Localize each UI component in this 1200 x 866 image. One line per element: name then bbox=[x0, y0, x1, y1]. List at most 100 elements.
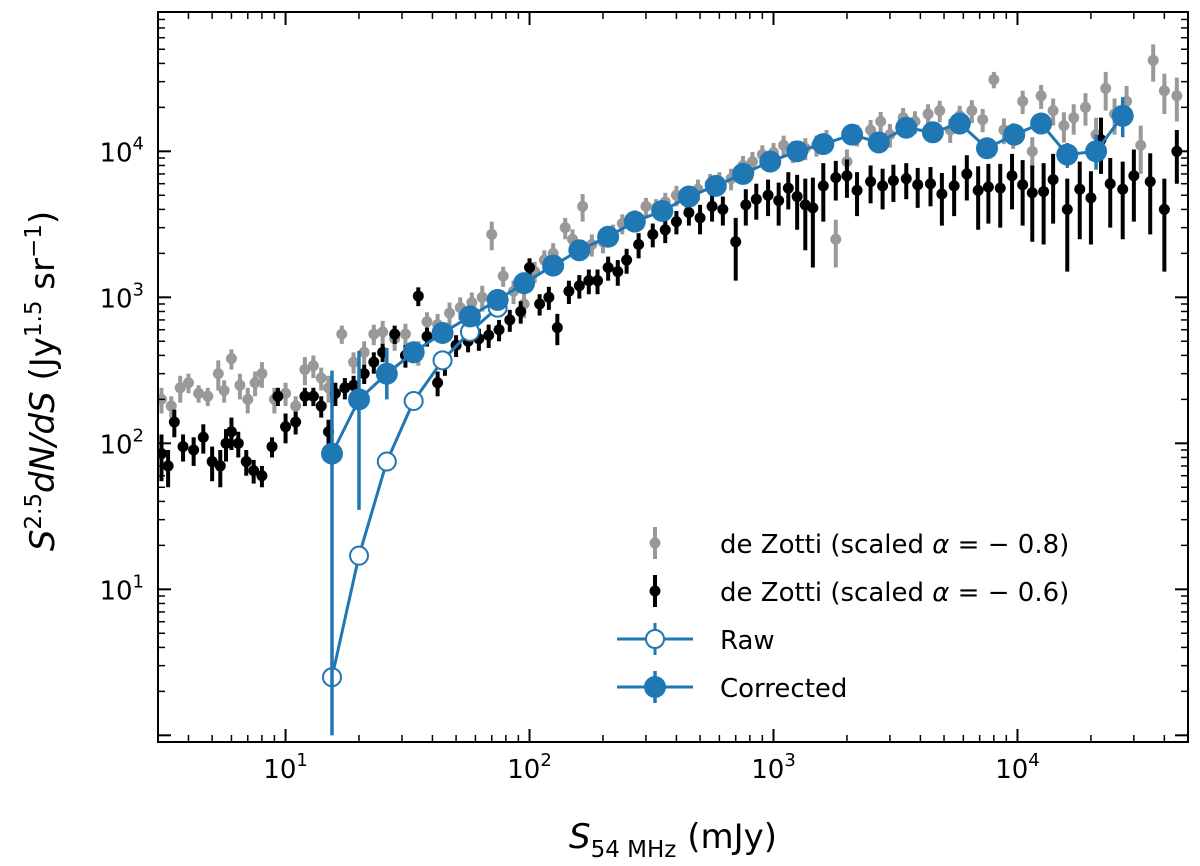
dezotti-06-point bbox=[1144, 176, 1156, 188]
dezotti-06-point bbox=[936, 188, 948, 200]
dezotti-06-point bbox=[1038, 186, 1050, 198]
dezotti-06-point bbox=[551, 322, 563, 334]
dezotti-08-point bbox=[1058, 120, 1070, 132]
raw-point bbox=[403, 390, 424, 411]
dezotti-08-point bbox=[348, 356, 360, 368]
dezotti-06-point bbox=[982, 181, 994, 193]
dezotti-06-point bbox=[515, 305, 527, 317]
corrected-point bbox=[321, 442, 344, 465]
dezotti-06-point bbox=[583, 275, 595, 287]
dezotti-06-point bbox=[348, 379, 360, 391]
x-axis-label: S54 MHz (mJy) bbox=[569, 817, 777, 863]
corrected-point bbox=[597, 225, 620, 248]
corrected-line bbox=[330, 114, 1124, 455]
dezotti-06-point bbox=[214, 460, 226, 472]
corrected-point bbox=[458, 305, 481, 328]
legend-entry-dezotti_06: de Zotti (scaled α = − 0.6) bbox=[649, 575, 1069, 608]
dezotti-06-point bbox=[807, 202, 819, 214]
dezotti-06-point bbox=[1117, 183, 1129, 195]
dezotti-06-point bbox=[421, 330, 433, 342]
dezotti-06-point bbox=[266, 441, 278, 453]
dezotti-06-point bbox=[432, 377, 444, 389]
legend-entry-raw: Raw bbox=[617, 623, 775, 656]
corrected-point bbox=[623, 210, 646, 233]
dezotti-06-series bbox=[158, 117, 1183, 488]
dezotti-08-point bbox=[399, 328, 411, 340]
dezotti-08-point bbox=[212, 368, 224, 380]
dezotti-06-point bbox=[280, 421, 292, 433]
dezotti-06-point bbox=[177, 441, 189, 453]
legend-label: Corrected bbox=[720, 674, 847, 704]
dezotti-08-point bbox=[922, 108, 934, 120]
dezotti-06-point bbox=[412, 290, 424, 302]
corrected-point bbox=[568, 239, 591, 262]
dezotti-06-point bbox=[290, 416, 302, 428]
raw-point bbox=[432, 350, 453, 371]
dezotti-06-point bbox=[339, 382, 351, 394]
dezotti-08-point bbox=[497, 270, 509, 282]
dezotti-06-point bbox=[1017, 179, 1029, 191]
corrected-point bbox=[975, 137, 998, 160]
corrected-point bbox=[1056, 143, 1079, 166]
corrected-point bbox=[402, 341, 425, 364]
y-tick-label: 104 bbox=[99, 133, 144, 168]
dezotti-06-point bbox=[670, 216, 682, 228]
dezotti-06-point bbox=[621, 254, 633, 266]
dezotti-08-point bbox=[875, 116, 887, 128]
legend-entry-corrected: Corrected bbox=[617, 671, 847, 704]
dezotti-06-point bbox=[1085, 192, 1097, 204]
labels-layer: 101 102 103 104 101 102 103 104 S54 MHz (mJy) S2.… bbox=[21, 133, 1040, 863]
dezotti-06-point bbox=[961, 168, 973, 180]
legend-label: de Zotti (scaled α = − 0.8) bbox=[720, 530, 1069, 560]
dezotti-06-point bbox=[483, 329, 495, 341]
corrected-point bbox=[812, 133, 835, 156]
corrected-point bbox=[921, 121, 944, 144]
dezotti-06-point bbox=[543, 291, 555, 303]
corrected-point bbox=[431, 321, 454, 344]
corrected-point bbox=[348, 388, 371, 411]
dezotti-06-point bbox=[1158, 203, 1170, 215]
dezotti-08-point bbox=[1047, 105, 1059, 117]
dezotti-06-point bbox=[299, 390, 311, 402]
dezotti-06-point bbox=[924, 178, 936, 190]
dezotti-08-point bbox=[1147, 54, 1159, 66]
dezotti-06-point bbox=[602, 262, 614, 274]
legend-marker bbox=[644, 676, 666, 698]
dezotti-06-point bbox=[773, 195, 785, 207]
y-tick-label: 103 bbox=[99, 279, 144, 314]
dezotti-06-point bbox=[841, 170, 853, 182]
dezotti-06-point bbox=[220, 437, 232, 449]
legend-label: de Zotti (scaled α = − 0.6) bbox=[720, 578, 1069, 608]
dezotti-06-point bbox=[865, 176, 877, 188]
dezotti-06-point bbox=[972, 184, 984, 196]
legend-marker bbox=[645, 629, 665, 649]
dezotti-06-point bbox=[912, 179, 924, 191]
dezotti-08-point bbox=[336, 328, 348, 340]
dezotti-08-point bbox=[202, 390, 214, 402]
dezotti-08-point bbox=[256, 368, 268, 380]
dezotti-06-point bbox=[197, 431, 209, 443]
dezotti-06-point bbox=[830, 172, 842, 184]
raw-point bbox=[349, 545, 370, 566]
dezotti-06-point bbox=[358, 368, 370, 380]
dezotti-06-point bbox=[168, 416, 180, 428]
dezotti-08-point bbox=[377, 326, 389, 338]
corrected-point bbox=[759, 150, 782, 173]
dezotti-06-point bbox=[225, 426, 237, 438]
dezotti-06-point bbox=[994, 182, 1006, 194]
dezotti-06-point bbox=[791, 191, 803, 203]
corrected-point bbox=[786, 140, 809, 163]
dezotti-08-point bbox=[165, 400, 177, 412]
dezotti-06-point bbox=[851, 184, 863, 196]
corrected-point bbox=[1030, 112, 1053, 135]
corrected-point bbox=[704, 174, 727, 197]
dezotti-08-point bbox=[466, 297, 478, 309]
corrected-point bbox=[895, 116, 918, 139]
dezotti-08-point bbox=[559, 222, 571, 234]
dezotti-06-point bbox=[762, 189, 774, 201]
dezotti-06-point bbox=[900, 173, 912, 185]
dezotti-08-point bbox=[966, 105, 978, 117]
dezotti-06-point bbox=[188, 444, 200, 456]
corrected-point bbox=[841, 123, 864, 146]
dezotti-08-point bbox=[865, 124, 877, 136]
